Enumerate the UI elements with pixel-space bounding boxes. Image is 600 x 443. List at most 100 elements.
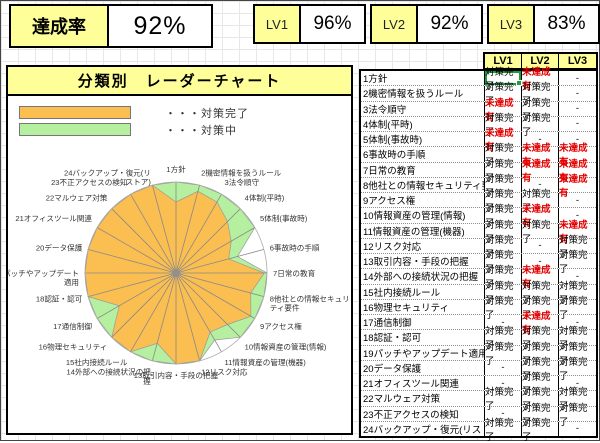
radar-spoke <box>175 272 256 319</box>
achievement-label: 達成率 <box>11 6 109 46</box>
table-row: 8他社との情報セキュリティ要件対策完了-未達成有 <box>361 173 596 199</box>
radar-spoke <box>175 208 241 274</box>
level-value: 92% <box>430 13 469 34</box>
chart-legend: ・・・対策完了・・・対策中 <box>19 104 249 138</box>
category-name-cell[interactable]: 18認証・認可 <box>361 330 485 345</box>
radar-spoke <box>175 272 265 297</box>
radar-spoke <box>175 193 222 274</box>
status-cell-lv3[interactable]: - <box>575 118 580 130</box>
category-name-cell[interactable]: 2機密情報を扱うルール <box>361 86 485 101</box>
level-label: LV2 <box>372 6 418 42</box>
status-cell-lv3[interactable]: - <box>575 270 580 282</box>
category-name-cell[interactable]: 1方針 <box>361 71 485 86</box>
status-cell-lv3[interactable]: - <box>575 133 580 145</box>
category-name-cell[interactable]: 22マルウェア対策 <box>361 391 485 406</box>
status-cell-lv3[interactable]: 対策完了 <box>559 402 588 428</box>
status-cell-lv1[interactable]: 対策完了 <box>485 418 522 443</box>
category-name-cell[interactable]: 10情報資産の管理(情報) <box>361 208 485 223</box>
status-cell-lv2[interactable]: 対策完了 <box>522 113 559 138</box>
category-name-cell[interactable]: 7日常の教育 <box>361 162 485 177</box>
category-name-cell[interactable]: 6事故時の手順 <box>361 147 485 162</box>
status-cell-lv3[interactable]: - <box>575 194 580 206</box>
status-cell-lv1[interactable]: 対策完了 <box>485 296 522 321</box>
level-label: LV3 <box>489 6 535 42</box>
status-cell-lv3[interactable]: - <box>575 209 580 221</box>
status-cell-lv3[interactable]: 未達成有 <box>559 173 588 199</box>
category-name-cell[interactable]: 12リスク対応 <box>361 238 485 253</box>
level-summary-lv1: LV1 96% <box>253 4 366 44</box>
status-cell-lv3[interactable]: - <box>575 377 580 389</box>
radar-category-label: 22マルウェア対策 <box>46 193 108 203</box>
category-name-cell[interactable]: 15社内接続ルール <box>361 284 485 299</box>
radar-panel: 分類別 レーダーチャート ・・・対策完了 ・・・対策中 1方針 2機密情報を扱うルー… <box>6 65 353 435</box>
category-name-cell[interactable]: 9アクセス権 <box>361 193 485 208</box>
radar-spoke <box>96 227 177 274</box>
status-cell-lv1[interactable]: - <box>485 360 522 375</box>
legend-item: ・・・対策完了 <box>19 104 249 121</box>
status-cell-lv2[interactable]: - <box>522 254 559 269</box>
radar-spoke <box>175 227 256 274</box>
status-cell-lv2[interactable]: 対策完了 <box>522 220 559 245</box>
status-cell-lv2[interactable]: 対策完了 <box>522 418 559 443</box>
status-cell-lv1[interactable]: - <box>485 406 522 421</box>
status-cell-lv2[interactable]: - <box>522 132 559 147</box>
radar-category-label: 2機密情報を扱うルール <box>201 167 282 177</box>
level-summaries: LV1 96% LV2 92% LV3 83% <box>253 4 600 44</box>
status-cell-lv1[interactable]: - <box>485 376 522 391</box>
category-name-cell[interactable]: 8他社との情報セキュリティ要件 <box>361 177 485 192</box>
status-cell-lv1[interactable]: - <box>485 315 522 330</box>
legend-label: ・・・対策中 <box>165 124 237 137</box>
status-cell-lv1[interactable]: 対策完了 <box>485 387 522 412</box>
achievement-value: 92% <box>133 11 187 40</box>
level-value: 96% <box>313 13 352 34</box>
status-cell-lv3[interactable]: 対策完了 <box>559 295 588 321</box>
radar-category-label: 24バックアップ・復元(リストア) <box>64 167 151 186</box>
category-name-cell[interactable]: 16物理セキュリティ <box>361 299 485 314</box>
legend-item: ・・・対策中 <box>19 121 249 138</box>
radar-spoke <box>87 249 177 274</box>
legend-swatch <box>19 106 131 119</box>
category-name-cell[interactable]: 17通信制御 <box>361 315 485 330</box>
category-name-cell[interactable]: 24バックアップ・復元(リストア) <box>361 421 485 436</box>
radar-category-label: 18認証・認可 <box>36 293 83 303</box>
category-name-cell[interactable]: 11情報資産の管理(機器) <box>361 223 485 238</box>
status-cell-lv3[interactable]: - <box>575 316 580 328</box>
status-cell-lv2[interactable]: - <box>522 177 559 192</box>
category-name-cell[interactable]: 13取引内容・手段の把握 <box>361 254 485 269</box>
radar-category-label: 7日常の教育 <box>273 268 316 278</box>
status-cell-lv2[interactable]: - <box>522 238 559 253</box>
category-name-cell[interactable]: 20データ保護 <box>361 360 485 375</box>
category-name-cell[interactable]: 5体制(事故時) <box>361 132 485 147</box>
status-cell-lv3[interactable]: - <box>575 72 580 84</box>
radar-spoke <box>175 272 200 362</box>
radar-category-label: 20データ保護 <box>36 243 83 253</box>
status-cell-lv2[interactable]: 未達成有 <box>522 159 559 184</box>
category-name-cell[interactable]: 4体制(平時) <box>361 116 485 131</box>
category-name-cell[interactable]: 19パッチやアップデート適用 <box>361 345 485 360</box>
radar-category-label: 13取引内容・手段の把握 <box>134 370 219 380</box>
status-cell-lv3[interactable]: 対策完了 <box>559 356 588 382</box>
category-name-cell[interactable]: 21オフィスツール関連 <box>361 376 485 391</box>
status-cell-lv3[interactable]: - <box>575 103 580 115</box>
radar-category-label: 17通信制御 <box>53 321 92 331</box>
radar-category-label: 6事故時の手順 <box>270 243 320 253</box>
achievement-summary: 達成率 92% <box>9 4 213 48</box>
table-row: 1方針 対策完了 未達成有 - <box>361 67 596 92</box>
level-value: 83% <box>547 13 586 34</box>
column-header-lv1: LV1 <box>485 54 522 68</box>
status-cell-lv3[interactable]: - <box>575 87 580 99</box>
radar-spoke <box>175 272 222 353</box>
status-cell-lv1[interactable]: 対策完了 <box>485 342 522 367</box>
category-name-cell[interactable]: 14外部への接続状況の把握 <box>361 269 485 284</box>
status-cell-lv3[interactable]: 対策完了 <box>559 250 588 276</box>
radar-category-label: 23不正アクセスの検知 <box>51 177 127 187</box>
radar-category-label: 9アクセス権 <box>260 321 302 331</box>
column-header-lv2: LV2 <box>522 54 559 68</box>
status-cell-lv3[interactable]: - <box>575 423 580 435</box>
panel-title: 分類別 レーダーチャート <box>8 67 351 96</box>
radar-spoke <box>152 184 177 274</box>
legend-swatch <box>19 123 131 136</box>
category-name-cell[interactable]: 3法令順守 <box>361 101 485 116</box>
status-table: 1方針 対策完了 未達成有 -2機密情報を扱うルール 対策完了 対策完了 -3法令順守 未達成… <box>359 67 598 443</box>
category-name-cell[interactable]: 23不正アクセスの検知 <box>361 406 485 421</box>
